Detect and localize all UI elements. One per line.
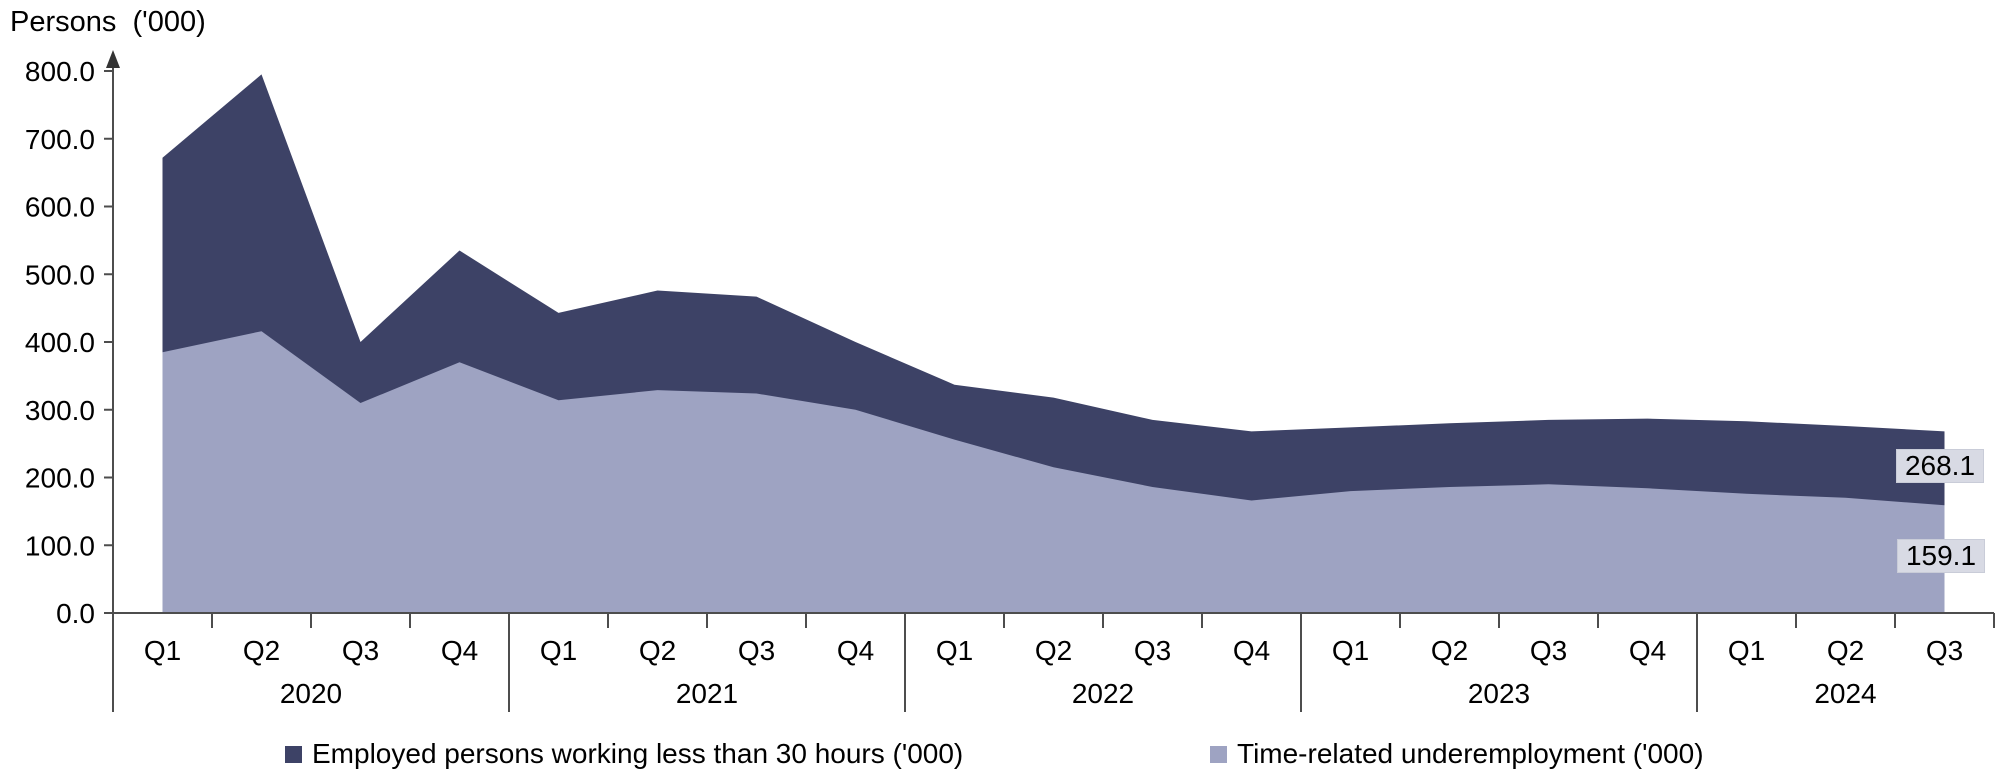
x-tick-label-quarter: Q3 [342, 635, 379, 666]
x-tick-label-year: 2023 [1468, 678, 1530, 709]
x-tick-label-year: 2020 [280, 678, 342, 709]
y-tick-label: 600.0 [25, 192, 95, 223]
legend-swatch-underemployment-icon [1210, 746, 1227, 763]
x-tick-label-quarter: Q1 [1332, 635, 1369, 666]
x-tick-label-quarter: Q1 [144, 635, 181, 666]
y-tick-label: 700.0 [25, 124, 95, 155]
y-axis-title: Persons ('000) [10, 6, 206, 38]
legend-swatch-employed-icon [285, 746, 302, 763]
y-tick-label: 500.0 [25, 259, 95, 290]
x-tick-label-quarter: Q4 [441, 635, 478, 666]
x-tick-label-quarter: Q4 [1233, 635, 1270, 666]
x-tick-label-quarter: Q1 [1728, 635, 1765, 666]
series-areas [162, 74, 1945, 613]
x-tick-label-quarter: Q2 [1431, 635, 1468, 666]
legend-item-employed: Employed persons working less than 30 ho… [285, 738, 963, 770]
legend-label-employed: Employed persons working less than 30 ho… [312, 738, 964, 769]
x-tick-label-quarter: Q3 [1530, 635, 1567, 666]
y-tick-label: 800.0 [25, 56, 95, 87]
x-tick-label-quarter: Q3 [1926, 635, 1963, 666]
y-tick-label: 100.0 [25, 530, 95, 561]
x-axis: Q1 Q2 Q3 Q4 2020 Q1 Q2 Q3 Q4 2021 Q1 Q2 Q3 Q4 2022 Q1 Q2… [112, 612, 1995, 712]
x-tick-label-quarter: Q4 [1629, 635, 1666, 666]
data-label-underemployment-last-value: 159.1 [1897, 539, 1985, 573]
y-tick-label: 400.0 [25, 327, 95, 358]
data-label-employed-last-value: 268.1 [1896, 449, 1984, 483]
legend-label-underemployment: Time-related underemployment ('000) [1237, 738, 1704, 769]
x-tick-label-quarter: Q1 [936, 635, 973, 666]
x-tick-label-quarter: Q2 [639, 635, 676, 666]
x-tick-label-quarter: Q2 [243, 635, 280, 666]
x-tick-label-year: 2022 [1072, 678, 1134, 709]
x-tick-label-quarter: Q4 [837, 635, 874, 666]
area-series-1 [162, 331, 1945, 613]
y-tick-label: 300.0 [25, 395, 95, 426]
y-tick-label: 200.0 [25, 463, 95, 494]
x-tick-label-quarter: Q3 [738, 635, 775, 666]
y-tick-label: 0.0 [56, 598, 95, 629]
x-tick-label-quarter: Q3 [1134, 635, 1171, 666]
x-tick-label-quarter: Q2 [1035, 635, 1072, 666]
x-tick-label-year: 2024 [1814, 678, 1876, 709]
legend-item-underemployment: Time-related underemployment ('000) [1210, 738, 1704, 770]
y-axis: 0.0 100.0 200.0 300.0 400.0 500.0 600.0 700.0 80… [25, 50, 120, 629]
x-tick-label-quarter: Q2 [1827, 635, 1864, 666]
x-tick-label-quarter: Q1 [540, 635, 577, 666]
x-tick-label-year: 2021 [676, 678, 738, 709]
